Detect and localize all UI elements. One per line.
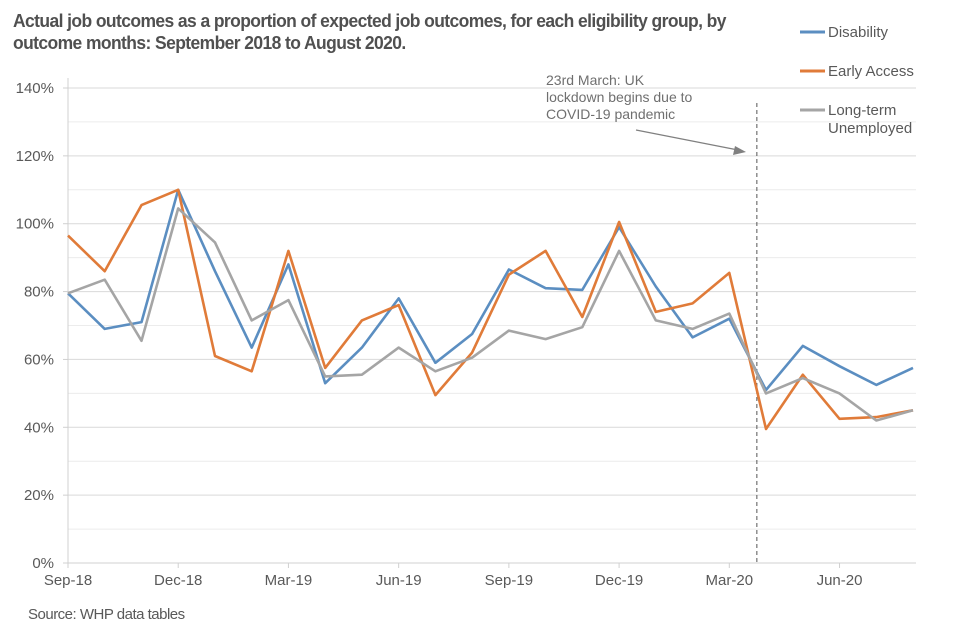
y-tick-label: 0% (32, 555, 54, 572)
series-lines (67, 188, 914, 431)
x-tick-label: Mar-19 (265, 572, 313, 589)
x-tick-label: Dec-18 (154, 572, 202, 589)
y-tick-label: 80% (24, 284, 54, 301)
x-tick-label: Sep-18 (44, 572, 92, 589)
y-tick-label: 60% (24, 351, 54, 368)
annotation-arrow-shaft (635, 129, 739, 151)
axes (63, 78, 916, 568)
legend: Disability Early Access Long-term Unempl… (800, 24, 914, 137)
x-tick-label: Jun-20 (817, 572, 863, 589)
x-tick-label: Mar-20 (706, 572, 754, 589)
series-line-long-term-unemployed (67, 207, 914, 422)
legend-label-early-access: Early Access (828, 63, 914, 80)
series-line-early-access (67, 188, 914, 431)
chart-title: Actual job outcomes as a proportion of e… (13, 11, 726, 53)
legend-label-long-term-line-2: Unemployed (828, 120, 912, 137)
y-tick-label: 120% (16, 148, 54, 165)
y-tick-label: 40% (24, 419, 54, 436)
x-tick-labels: Sep-18 Dec-18 Mar-19 Jun-19 Sep-19 Dec-19 Mar-… (44, 572, 863, 589)
x-tick-label: Jun-19 (376, 572, 422, 589)
source-note: Source: WHP data tables (28, 606, 185, 623)
annotation-line-2: lockdown begins due to (546, 89, 693, 105)
annotation-arrow-head (733, 146, 746, 155)
y-tick-label: 100% (16, 216, 54, 233)
y-tick-labels: 0% 20% 40% 60% 80% 100% 120% 140% (16, 80, 54, 572)
x-tick-label: Dec-19 (595, 572, 643, 589)
x-tick-label: Sep-19 (485, 572, 533, 589)
annotation-line-1: 23rd March: UK (546, 72, 645, 88)
annotation-group: 23rd March: UK lockdown begins due to CO… (546, 72, 758, 563)
legend-label-long-term-line-1: Long-term (828, 102, 896, 119)
y-tick-label: 140% (16, 80, 54, 97)
y-tick-label: 20% (24, 487, 54, 504)
series-line-disability (67, 188, 914, 392)
gridlines (68, 87, 916, 530)
legend-label-disability: Disability (828, 24, 889, 41)
annotation-line-3: COVID-19 pandemic (546, 106, 675, 122)
